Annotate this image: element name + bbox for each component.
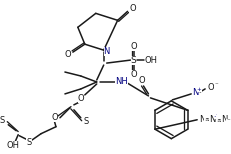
Text: N: N: [103, 47, 110, 56]
Text: S: S: [83, 117, 88, 126]
Text: O: O: [65, 50, 71, 59]
Text: N: N: [221, 115, 227, 124]
Text: N: N: [192, 88, 198, 97]
Text: ⁻: ⁻: [214, 82, 218, 88]
Text: N: N: [199, 115, 205, 124]
Text: O: O: [130, 69, 137, 79]
Text: ≈: ≈: [216, 115, 222, 124]
Text: O: O: [129, 4, 136, 13]
Text: O: O: [130, 42, 137, 51]
Text: O: O: [52, 113, 58, 122]
Text: S: S: [27, 138, 32, 147]
Text: OH: OH: [145, 56, 158, 65]
Text: +: +: [197, 87, 202, 92]
Text: NH: NH: [115, 77, 128, 87]
Text: ⁻: ⁻: [226, 119, 230, 125]
Text: +: +: [214, 114, 219, 119]
Text: O: O: [208, 83, 214, 92]
Text: O: O: [138, 77, 145, 85]
Text: ≈: ≈: [204, 114, 210, 123]
Text: S: S: [131, 56, 137, 65]
Text: S: S: [0, 116, 5, 125]
Text: O: O: [78, 94, 84, 103]
Text: OH: OH: [7, 141, 20, 150]
Text: N: N: [209, 115, 215, 124]
